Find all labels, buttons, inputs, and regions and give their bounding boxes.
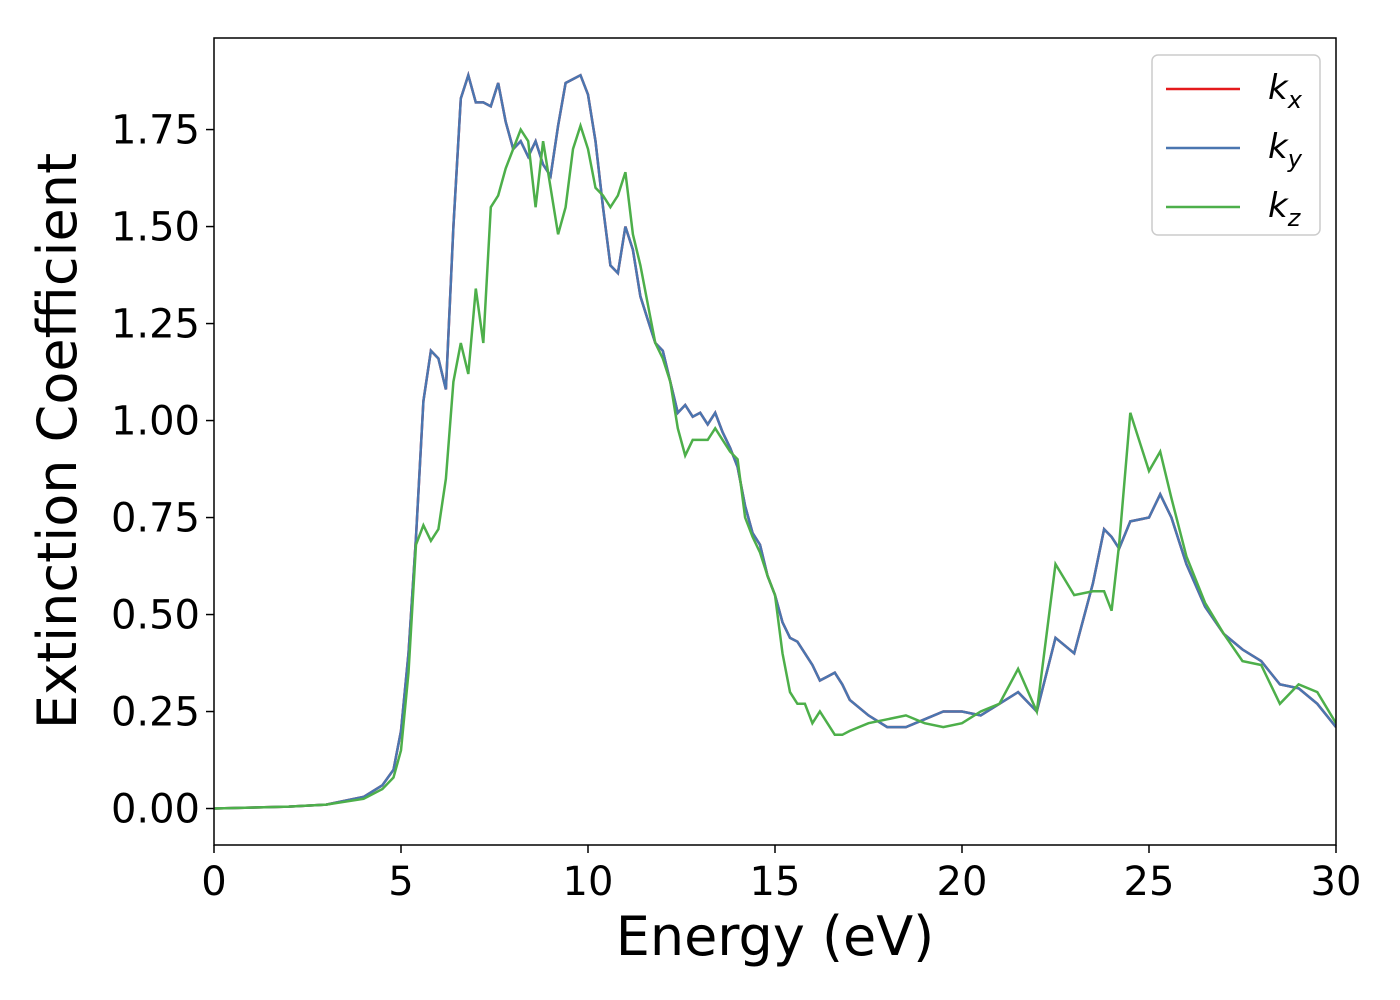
x-tick-label: 5: [388, 859, 413, 905]
x-tick-label: 0: [201, 859, 226, 905]
y-tick-label: 1.50: [111, 205, 200, 251]
y-axis-label: Extinction Coefficient: [26, 153, 89, 729]
x-axis-label: Energy (eV): [616, 905, 935, 968]
y-tick-label: 0.00: [111, 787, 200, 833]
y-tick-label: 0.50: [111, 593, 200, 639]
y-tick-label: 1.25: [111, 302, 200, 348]
series-line: [214, 121, 1336, 810]
x-tick-label: 20: [937, 859, 988, 905]
x-tick-label: 10: [563, 859, 614, 905]
plot-frame: [213, 37, 1337, 846]
x-tick-label: 15: [750, 859, 801, 905]
legend-label: ky: [1268, 127, 1303, 173]
legend-box: [1151, 54, 1321, 236]
y-tick-label: 0.75: [111, 496, 200, 542]
legend-label: kz: [1268, 186, 1302, 232]
y-tick-label: 0.25: [111, 690, 200, 736]
y-tick-label: 1.00: [111, 399, 200, 445]
series-line: [214, 70, 1336, 810]
y-tick-label: 1.75: [111, 108, 200, 154]
x-tick-label: 25: [1124, 859, 1175, 905]
x-tick-label: 30: [1311, 859, 1362, 905]
legend-label: kx: [1268, 68, 1303, 114]
